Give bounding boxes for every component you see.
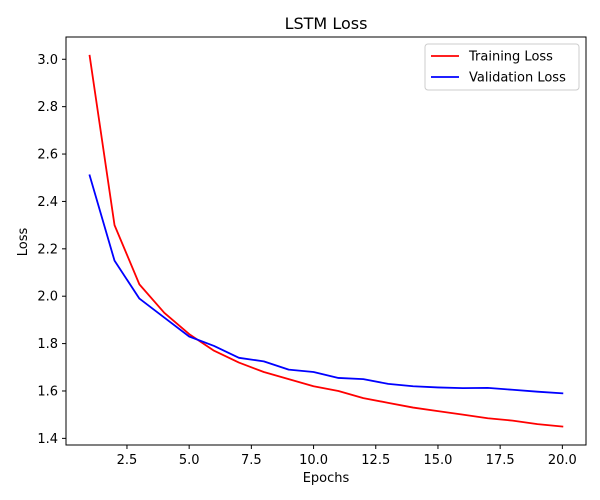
chart-title: LSTM Loss [285,14,368,33]
axes-frame [65,36,587,446]
y-axis-label: Loss [16,228,31,257]
series-line-training-loss [88,54,564,428]
y-tick-label: 3.0 [37,53,58,68]
legend-label-validation-loss: Validation Loss [469,71,566,86]
y-tick-label: 1.8 [37,337,58,352]
y-tick-label: 2.8 [37,100,58,115]
x-tick-label: 2.5 [117,453,138,468]
x-tick-label: 10.0 [299,453,328,468]
legend-box [424,43,580,91]
y-tick-label: 2.4 [37,195,58,210]
x-tick-label: 17.5 [486,453,515,468]
x-tick-label: 12.5 [361,453,390,468]
x-tick-label: 7.5 [241,453,262,468]
legend-label-training-loss: Training Loss [468,50,553,65]
series-line-validation-loss [88,174,564,395]
y-tick-label: 2.2 [37,242,58,257]
x-tick-label: 5.0 [179,453,200,468]
y-tick-label: 1.4 [37,432,58,447]
x-tick-label: 20.0 [548,453,577,468]
y-tick-label: 2.6 [37,148,58,163]
y-tick-label: 1.6 [37,384,58,399]
x-axis-label: Epochs [303,471,350,486]
plot-area: 2.5 5.0 7.5 10.0 12.5 15.0 17.5 20.0 1.4 1.6 1.8 2.… [37,36,587,468]
y-tick-label: 2.0 [37,290,58,305]
x-tick-label: 15.0 [423,453,452,468]
legend: Training Loss Validation Loss [424,43,580,91]
